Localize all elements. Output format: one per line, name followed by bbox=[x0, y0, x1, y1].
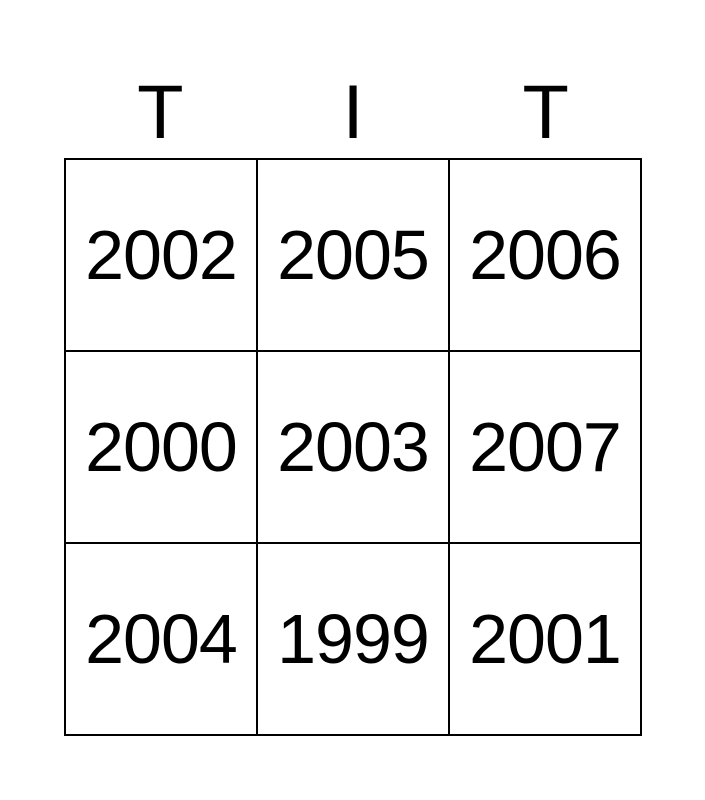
header-letter: T bbox=[137, 70, 184, 155]
bingo-cell[interactable]: 2001 bbox=[449, 543, 641, 735]
bingo-cell[interactable]: 2005 bbox=[257, 159, 449, 351]
header-letter: T bbox=[522, 70, 569, 155]
bingo-cell[interactable]: 2006 bbox=[449, 159, 641, 351]
bingo-cell[interactable]: 2002 bbox=[65, 159, 257, 351]
bingo-header: T I T bbox=[64, 70, 642, 155]
bingo-cell[interactable]: 2007 bbox=[449, 351, 641, 543]
bingo-cell[interactable]: 1999 bbox=[257, 543, 449, 735]
bingo-grid: 2002 2005 2006 2000 2003 2007 2004 1999 … bbox=[64, 158, 642, 736]
header-letter: I bbox=[342, 70, 364, 155]
bingo-cell[interactable]: 2004 bbox=[65, 543, 257, 735]
bingo-cell[interactable]: 2003 bbox=[257, 351, 449, 543]
bingo-cell[interactable]: 2000 bbox=[65, 351, 257, 543]
